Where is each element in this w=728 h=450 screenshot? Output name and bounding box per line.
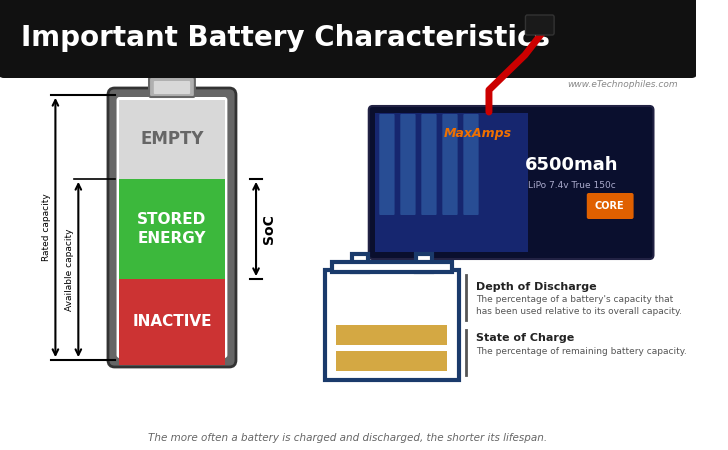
Text: State of Charge: State of Charge <box>476 333 574 343</box>
FancyBboxPatch shape <box>369 106 654 259</box>
Text: Rated capacity: Rated capacity <box>42 194 51 261</box>
Bar <box>376 113 528 252</box>
Bar <box>336 351 447 371</box>
FancyBboxPatch shape <box>149 77 195 97</box>
Text: Important Battery Characteristics: Important Battery Characteristics <box>21 24 550 52</box>
FancyBboxPatch shape <box>0 0 697 78</box>
FancyBboxPatch shape <box>379 114 395 215</box>
Text: Available capacity: Available capacity <box>66 228 74 311</box>
FancyBboxPatch shape <box>154 81 190 94</box>
Text: INACTIVE: INACTIVE <box>132 315 212 329</box>
Bar <box>336 325 447 345</box>
Text: The percentage of remaining battery capacity.: The percentage of remaining battery capa… <box>476 347 687 356</box>
FancyBboxPatch shape <box>526 15 554 35</box>
Text: 6500mah: 6500mah <box>526 156 619 174</box>
Text: EMPTY: EMPTY <box>141 130 204 148</box>
Text: STORED
ENERGY: STORED ENERGY <box>138 212 207 247</box>
Text: SoC: SoC <box>262 214 277 244</box>
Bar <box>119 279 224 365</box>
Text: www.eTechnophiles.com: www.eTechnophiles.com <box>568 80 678 89</box>
Bar <box>325 270 459 380</box>
FancyBboxPatch shape <box>463 114 478 215</box>
Bar <box>331 262 452 272</box>
FancyBboxPatch shape <box>587 193 633 219</box>
Bar <box>119 179 224 279</box>
Text: CORE: CORE <box>595 201 625 211</box>
Bar <box>352 254 368 272</box>
FancyBboxPatch shape <box>400 114 416 215</box>
Text: The percentage of a battery's capacity that
has been used relative to its overal: The percentage of a battery's capacity t… <box>476 295 681 316</box>
FancyBboxPatch shape <box>116 97 227 358</box>
FancyBboxPatch shape <box>443 114 458 215</box>
Text: LiPo 7.4v True 150c: LiPo 7.4v True 150c <box>529 180 616 189</box>
Bar <box>416 254 432 272</box>
FancyBboxPatch shape <box>422 114 437 215</box>
Text: Depth of Discharge: Depth of Discharge <box>476 282 596 292</box>
Bar <box>119 100 224 179</box>
FancyBboxPatch shape <box>108 88 236 367</box>
Text: MaxAmps: MaxAmps <box>444 126 512 140</box>
Text: The more often a battery is charged and discharged, the shorter its lifespan.: The more often a battery is charged and … <box>149 433 547 443</box>
